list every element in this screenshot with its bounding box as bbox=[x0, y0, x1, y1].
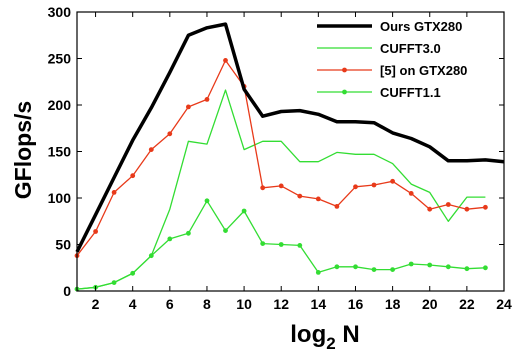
data-point bbox=[353, 264, 358, 270]
legend-item: Ours GTX280 bbox=[317, 19, 462, 34]
data-point bbox=[390, 178, 395, 184]
y-axis-title: GFlops/s bbox=[10, 101, 36, 199]
x-tick-label: 22 bbox=[459, 296, 475, 312]
series-line bbox=[76, 89, 486, 290]
legend-label: Ours GTX280 bbox=[380, 19, 462, 34]
x-tick-label: 24 bbox=[496, 296, 512, 312]
data-point bbox=[278, 242, 284, 247]
data-point bbox=[186, 104, 191, 110]
x-tick-label: 10 bbox=[236, 296, 252, 312]
data-point bbox=[260, 185, 266, 191]
data-point bbox=[186, 230, 191, 236]
data-point bbox=[464, 266, 470, 272]
data-point bbox=[371, 182, 377, 188]
data-point bbox=[445, 202, 451, 207]
data-point bbox=[130, 173, 136, 179]
x-tick-label: 6 bbox=[166, 296, 174, 312]
x-tick-label: 14 bbox=[311, 296, 327, 312]
plot-area bbox=[74, 22, 505, 292]
y-tick-label: 150 bbox=[48, 144, 72, 160]
data-point bbox=[297, 193, 303, 199]
data-point bbox=[260, 241, 266, 247]
data-point bbox=[167, 236, 173, 242]
x-tick-label: 16 bbox=[348, 296, 364, 312]
legend: Ours GTX280 CUFFT3.0 [5] on GTX280 CUFFT1.1 bbox=[317, 19, 467, 100]
x-tick-label: 12 bbox=[273, 296, 289, 312]
legend-marker bbox=[342, 89, 347, 95]
legend-label: CUFFT3.0 bbox=[380, 41, 441, 56]
y-tick-label: 100 bbox=[48, 190, 72, 206]
y-tick-label: 250 bbox=[48, 51, 72, 67]
data-point bbox=[315, 196, 321, 202]
data-point bbox=[483, 204, 488, 210]
series-2 bbox=[74, 58, 488, 259]
data-point bbox=[204, 97, 210, 102]
x-axis-title: log2 N bbox=[290, 321, 359, 353]
legend-marker bbox=[342, 67, 347, 73]
data-point bbox=[408, 261, 414, 267]
data-point bbox=[408, 191, 414, 196]
y-tick-label: 300 bbox=[48, 4, 72, 20]
data-point bbox=[278, 183, 284, 189]
data-point bbox=[93, 229, 98, 234]
data-point bbox=[445, 264, 451, 270]
series-line bbox=[75, 22, 505, 253]
data-point bbox=[241, 208, 247, 214]
data-point bbox=[223, 58, 228, 63]
data-point bbox=[204, 198, 210, 204]
data-point bbox=[353, 184, 358, 190]
x-tick-label: 18 bbox=[385, 296, 401, 312]
series-0 bbox=[75, 22, 505, 253]
legend-label: [5] on GTX280 bbox=[380, 63, 467, 78]
legend-item: CUFFT1.1 bbox=[317, 85, 441, 100]
series-1 bbox=[76, 89, 486, 290]
data-point bbox=[148, 147, 154, 153]
series-3 bbox=[74, 198, 488, 292]
x-axis-title-subscript: 2 bbox=[326, 334, 335, 353]
data-point bbox=[464, 206, 470, 212]
data-point bbox=[371, 267, 377, 272]
y-tick-label: 50 bbox=[55, 237, 71, 253]
data-point bbox=[167, 131, 173, 137]
data-point bbox=[223, 228, 228, 234]
x-axis-title-main: log bbox=[290, 321, 326, 348]
x-tick-label: 2 bbox=[92, 296, 100, 312]
data-point bbox=[334, 204, 340, 209]
x-tick-label: 20 bbox=[422, 296, 438, 312]
data-point bbox=[390, 267, 395, 272]
x-tick-label: 4 bbox=[129, 296, 137, 312]
y-tick-label: 200 bbox=[48, 97, 72, 113]
data-point bbox=[315, 270, 321, 275]
x-axis-title-suffix: N bbox=[336, 321, 360, 348]
data-point bbox=[483, 265, 488, 271]
legend-label: CUFFT1.1 bbox=[380, 85, 441, 100]
data-point bbox=[427, 206, 433, 212]
legend-item: [5] on GTX280 bbox=[317, 63, 467, 78]
data-point bbox=[334, 264, 340, 270]
data-point bbox=[111, 190, 117, 195]
data-point bbox=[297, 243, 303, 248]
data-point bbox=[427, 262, 433, 268]
y-tick-label: 0 bbox=[63, 283, 71, 299]
x-tick-label: 8 bbox=[203, 296, 211, 312]
legend-item: CUFFT3.0 bbox=[317, 41, 441, 56]
